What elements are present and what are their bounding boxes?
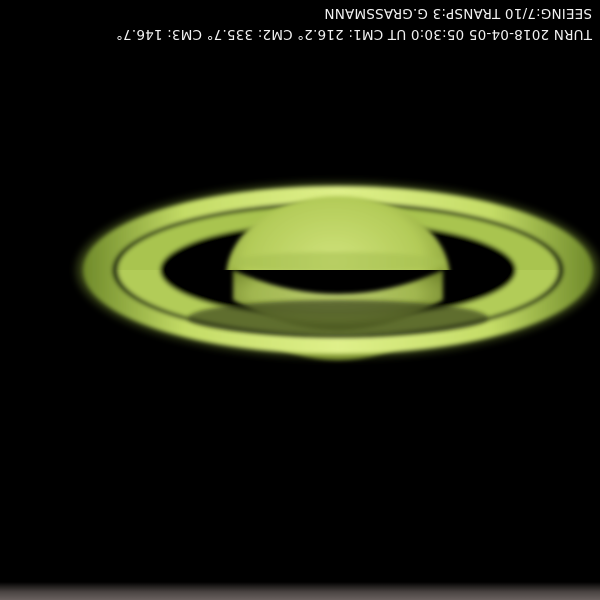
ring-shadow-band [188, 300, 488, 336]
bottom-edge-strip [0, 582, 600, 600]
